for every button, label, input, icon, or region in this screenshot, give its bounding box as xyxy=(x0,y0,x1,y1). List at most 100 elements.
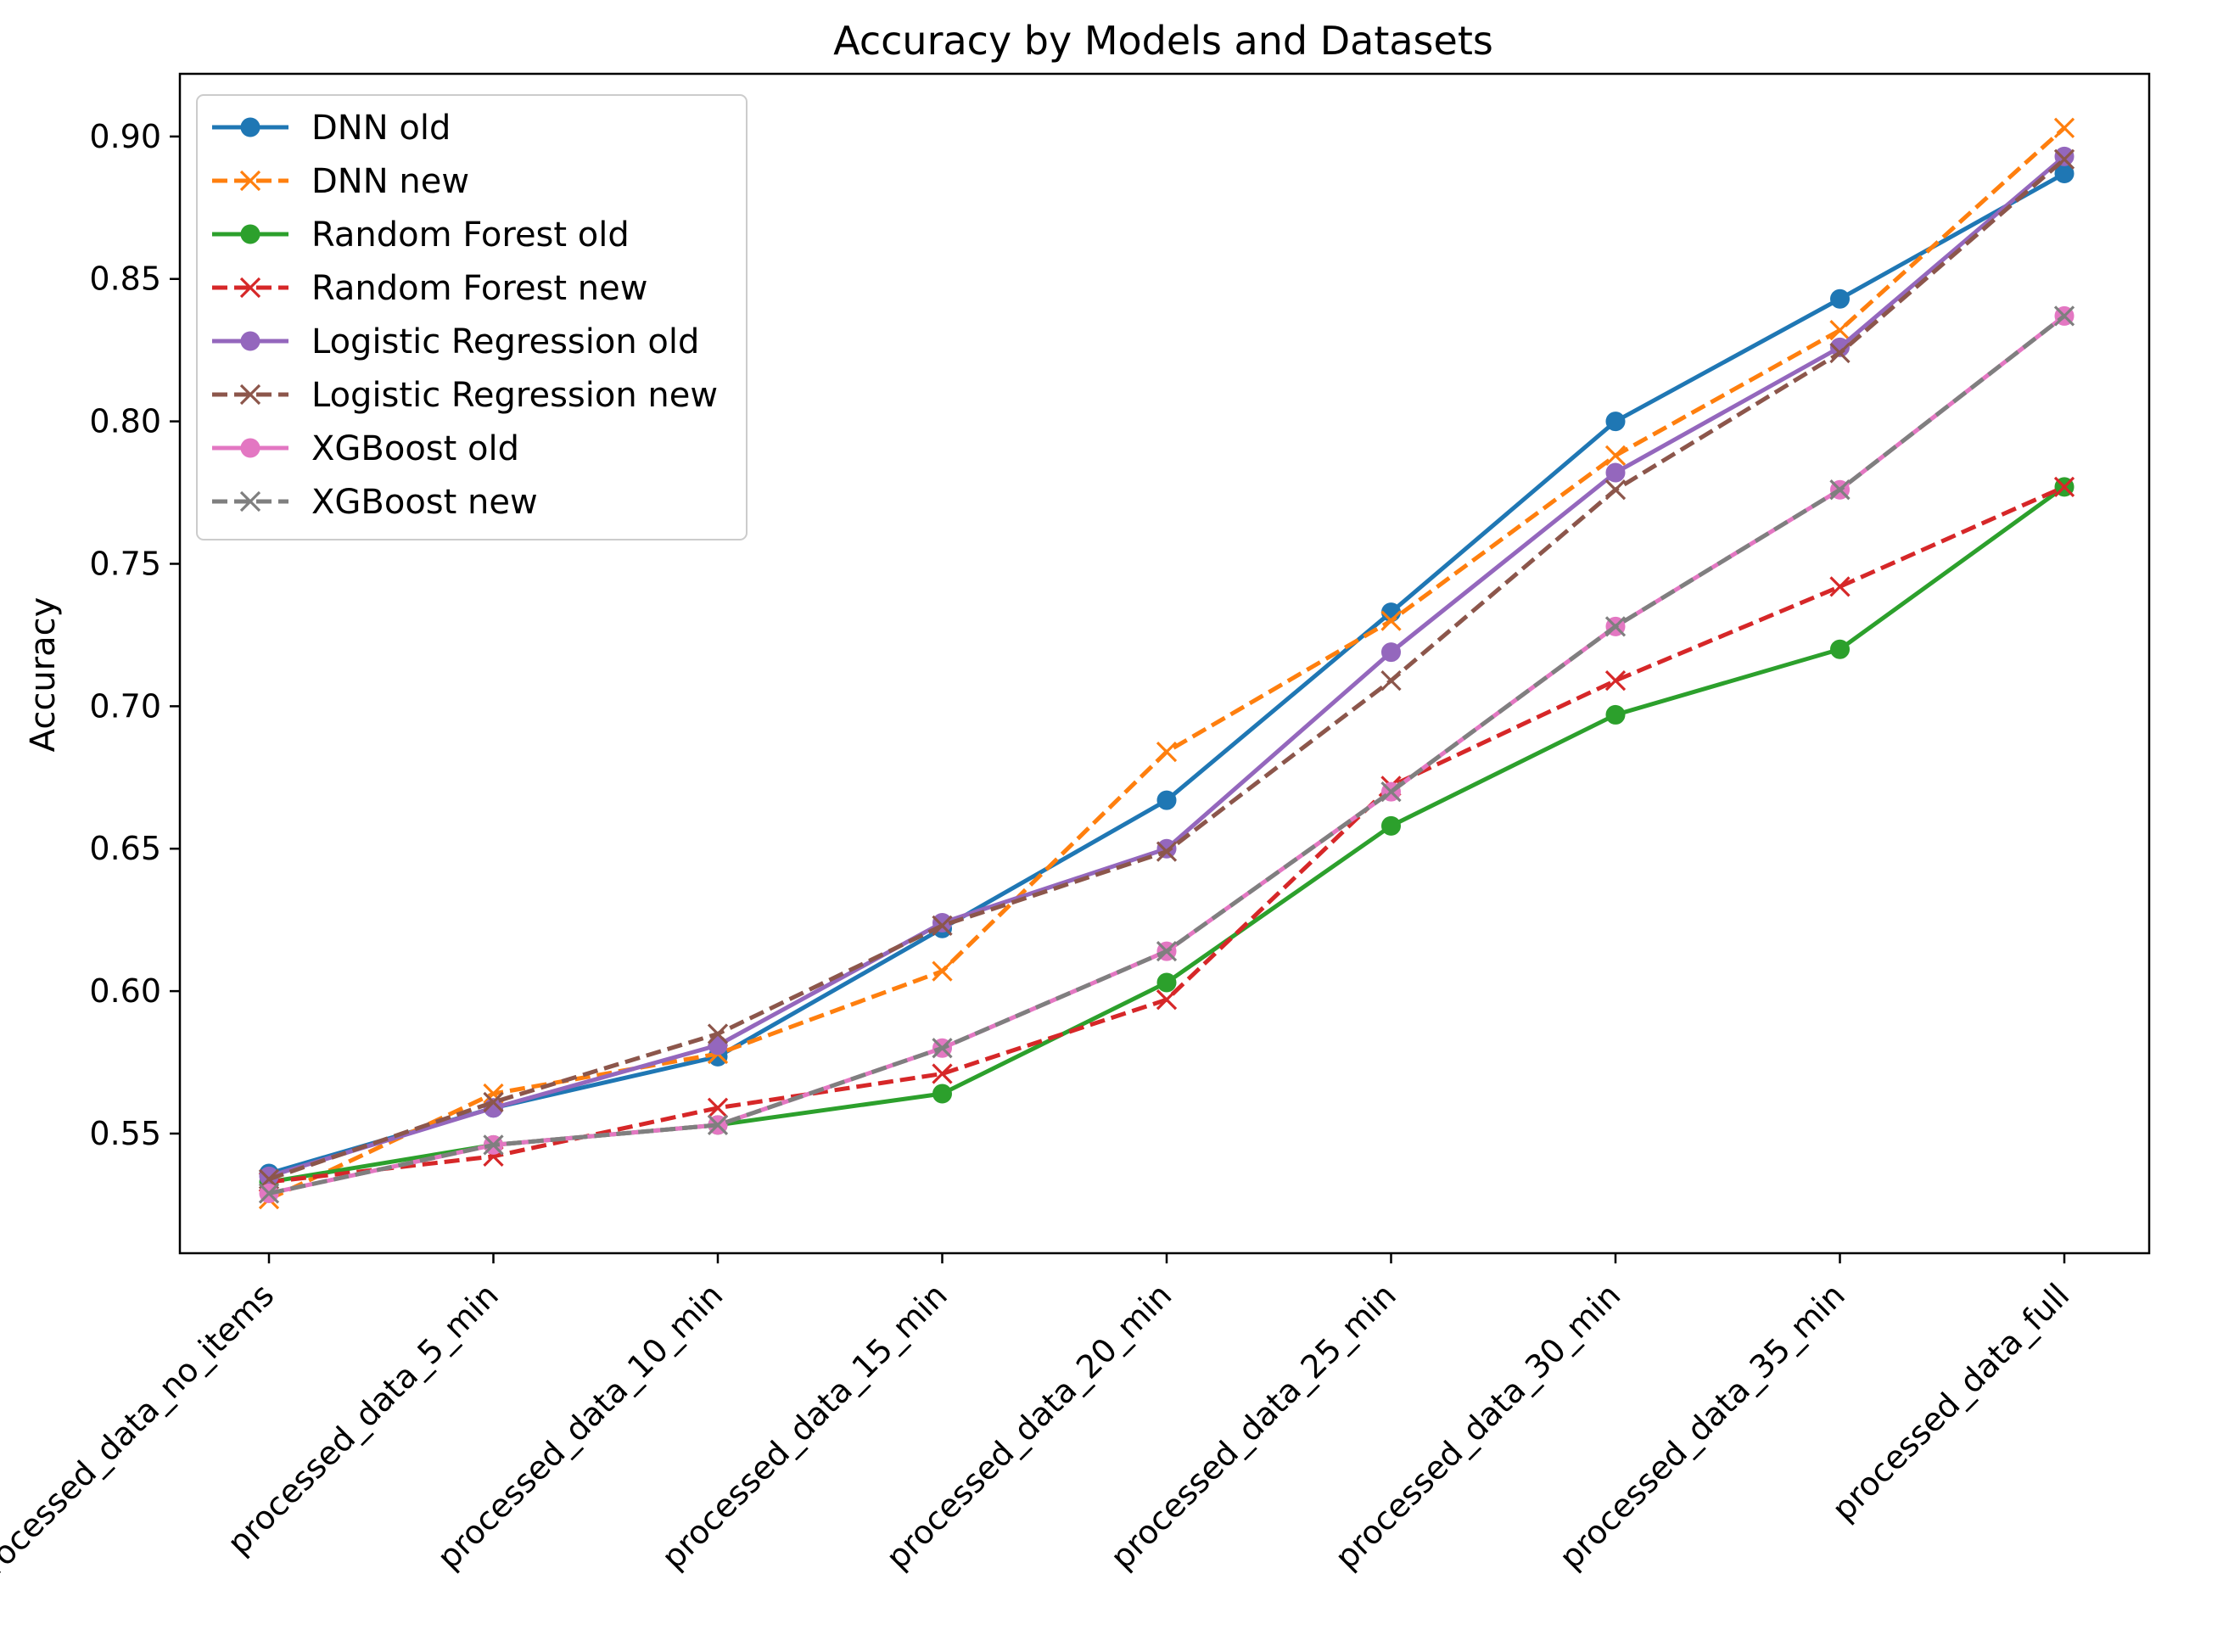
y-tick-label: 0.75 xyxy=(89,545,161,582)
data-point xyxy=(932,915,953,937)
chart-title: Accuracy by Models and Datasets xyxy=(833,18,1493,64)
data-point xyxy=(1156,940,1178,962)
legend: DNN old DNN new Random Forest old Random Fo… xyxy=(196,94,748,540)
data-point xyxy=(2053,148,2075,170)
data-point xyxy=(1156,741,1178,763)
x-marker-stroke xyxy=(239,170,261,192)
data-point xyxy=(2053,476,2075,497)
y-tick-label: 0.60 xyxy=(89,972,161,1010)
y-tick-label: 0.85 xyxy=(89,260,161,298)
series-random-forest-old xyxy=(259,477,2075,1192)
y-tick-label: 0.55 xyxy=(89,1115,161,1152)
data-point xyxy=(1830,639,1850,659)
x-marker-stroke xyxy=(707,1114,729,1136)
series-random-forest-new xyxy=(258,476,2075,1193)
legend-item: DNN old xyxy=(212,109,451,148)
x-marker-stroke xyxy=(932,915,953,937)
legend-item: Random Forest new xyxy=(212,269,647,308)
legend-label: Random Forest old xyxy=(311,216,630,255)
x-marker-stroke xyxy=(483,1091,504,1113)
x-marker-stroke xyxy=(1156,989,1178,1011)
legend-item: XGBoost old xyxy=(212,429,519,468)
y-tick-label: 0.65 xyxy=(89,830,161,867)
legend-item: Random Forest old xyxy=(212,216,630,255)
y-tick-label: 0.80 xyxy=(89,403,161,440)
legend-marker xyxy=(239,490,261,512)
legend-label: DNN new xyxy=(311,162,469,201)
x-marker-stroke xyxy=(2053,117,2075,138)
y-tick-label: 0.90 xyxy=(89,118,161,155)
data-point xyxy=(1156,989,1178,1011)
data-point xyxy=(1380,670,1402,692)
data-point xyxy=(932,1084,952,1104)
legend-item: Logistic Regression old xyxy=(212,322,699,361)
data-point xyxy=(932,1038,953,1059)
data-point xyxy=(932,960,953,982)
data-point xyxy=(1605,462,1626,483)
x-marker-stroke xyxy=(1829,320,1851,341)
data-point xyxy=(932,1063,953,1084)
x-tick-label: processed_data_full xyxy=(1825,1276,2077,1528)
data-point xyxy=(1604,670,1627,692)
legend-item: Logistic Regression new xyxy=(212,376,718,415)
plot-area xyxy=(178,72,2151,1255)
series-layer xyxy=(258,117,2075,1210)
data-point xyxy=(1380,781,1402,803)
legend-marker xyxy=(239,384,261,406)
legend-item: XGBoost new xyxy=(212,483,538,522)
legend-label: XGBoost new xyxy=(311,483,538,522)
series-line xyxy=(268,484,2066,1184)
x-marker-stroke xyxy=(707,1097,729,1118)
data-point xyxy=(1605,412,1626,432)
y-axis-label: Accuracy xyxy=(24,597,63,753)
legend-label: Logistic Regression old xyxy=(311,322,699,361)
x-marker-stroke xyxy=(1156,841,1178,862)
data-point xyxy=(1156,972,1177,993)
data-point xyxy=(1829,320,1851,341)
x-marker-stroke xyxy=(483,1083,504,1105)
x-marker-stroke xyxy=(1380,670,1402,692)
x-marker-stroke xyxy=(2053,476,2075,497)
data-point xyxy=(1829,479,1851,501)
data-point xyxy=(1605,704,1626,725)
x-marker-stroke xyxy=(239,384,261,406)
series-logistic-regression-old xyxy=(259,146,2075,1186)
x-marker-stroke xyxy=(1156,741,1178,763)
data-point xyxy=(483,1134,504,1156)
x-marker-stroke xyxy=(1829,576,1851,597)
legend-label: DNN old xyxy=(311,109,451,148)
data-point xyxy=(1381,642,1401,663)
x-marker-stroke xyxy=(932,960,953,982)
data-point xyxy=(1830,288,1850,309)
plot-frame xyxy=(178,72,2151,1255)
x-marker-stroke xyxy=(1380,610,1402,631)
legend-marker xyxy=(240,331,260,351)
legend-marker xyxy=(240,438,260,458)
data-point xyxy=(2053,305,2075,327)
x-axis: processed_data_no_itemsprocessed_data_5_… xyxy=(0,1253,2076,1596)
data-point xyxy=(1604,479,1627,501)
data-point xyxy=(707,1097,729,1118)
legend-marker xyxy=(239,277,261,299)
x-marker-stroke xyxy=(239,277,261,299)
legend-marker xyxy=(240,224,260,244)
legend-label: Logistic Regression new xyxy=(311,376,718,415)
data-point xyxy=(1829,576,1851,597)
legend-label: XGBoost old xyxy=(311,429,519,468)
x-marker-stroke xyxy=(1829,342,1851,364)
x-marker-stroke xyxy=(2053,305,2075,327)
x-marker-stroke xyxy=(707,1023,729,1044)
x-marker-stroke xyxy=(1604,670,1627,692)
series-xgboost-new xyxy=(258,305,2075,1204)
data-point xyxy=(1156,841,1178,862)
x-marker-stroke xyxy=(2053,148,2075,170)
x-marker-stroke xyxy=(1604,479,1627,501)
legend-box xyxy=(196,94,748,540)
x-marker-stroke xyxy=(1380,781,1402,803)
x-marker-stroke xyxy=(932,1038,953,1059)
series-logistic-regression-new xyxy=(258,148,2075,1190)
x-marker-stroke xyxy=(483,1134,504,1156)
x-marker-stroke xyxy=(1604,616,1627,637)
x-marker-stroke xyxy=(258,1183,280,1204)
legend-marker xyxy=(240,117,260,137)
